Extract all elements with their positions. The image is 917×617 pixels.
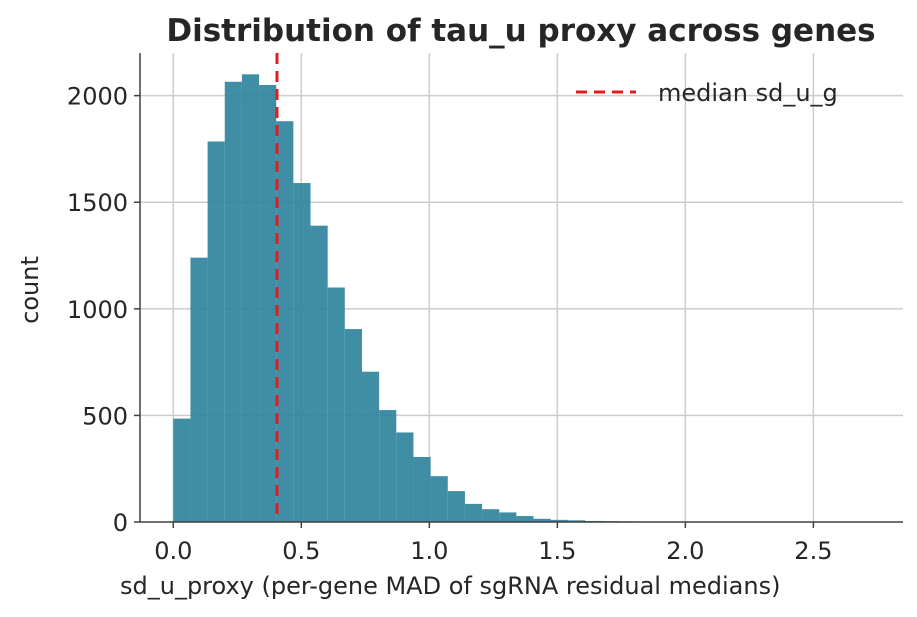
histogram-bar-13 <box>396 432 414 522</box>
histogram-bar-1 <box>190 257 208 522</box>
histogram-bar-3 <box>224 81 242 523</box>
histogram-bar-11 <box>361 371 380 522</box>
histogram-bar-17 <box>464 503 483 522</box>
histogram-bar-20 <box>516 516 534 522</box>
histogram-bar-19 <box>499 512 517 522</box>
histogram-bar-15 <box>430 476 448 522</box>
y-axis-ticks: 0 500 1000 1500 2000 <box>67 83 140 537</box>
y-tick-label-1: 500 <box>82 402 128 430</box>
x-axis-ticks: 0.0 0.5 1.0 1.5 2.0 2.5 <box>154 522 832 565</box>
histogram-bar-22 <box>550 519 568 522</box>
histogram-bars <box>173 74 860 523</box>
x-tick-label-1: 0.5 <box>282 537 320 565</box>
x-tick-label-5: 2.5 <box>794 537 832 565</box>
histogram-bar-23 <box>567 520 585 522</box>
x-tick-label-3: 1.5 <box>538 537 576 565</box>
x-tick-label-4: 2.0 <box>666 537 704 565</box>
histogram-bar-10 <box>344 329 362 522</box>
histogram-bar-21 <box>533 518 551 522</box>
x-axis-label: sd_u_proxy (per-gene MAD of sgRNA residu… <box>120 572 780 600</box>
y-tick-label-4: 2000 <box>67 83 128 111</box>
y-tick-label-3: 1500 <box>67 189 128 217</box>
histogram-bar-9 <box>327 287 345 522</box>
chart-title: Distribution of tau_u proxy across genes <box>166 13 875 49</box>
histogram-bar-16 <box>447 491 465 522</box>
histogram-bar-14 <box>413 456 431 522</box>
histogram-bar-8 <box>310 225 328 522</box>
histogram-bar-5 <box>259 84 277 523</box>
histogram-bar-2 <box>207 141 225 522</box>
y-tick-label-0: 0 <box>113 509 128 537</box>
histogram-bar-12 <box>379 410 397 522</box>
histogram-bar-0 <box>173 418 191 522</box>
histogram-bar-7 <box>293 183 311 523</box>
y-tick-label-2: 1000 <box>67 296 128 324</box>
legend-entry-median: median sd_u_g <box>658 79 838 107</box>
y-axis-label: count <box>16 256 44 324</box>
x-tick-label-2: 1.0 <box>410 537 448 565</box>
histogram-bar-6 <box>276 121 294 522</box>
axes <box>139 53 903 523</box>
histogram-bar-4 <box>241 74 260 523</box>
x-tick-label-0: 0.0 <box>154 537 192 565</box>
legend: median sd_u_g <box>576 79 838 107</box>
histogram-bar-18 <box>482 509 500 522</box>
